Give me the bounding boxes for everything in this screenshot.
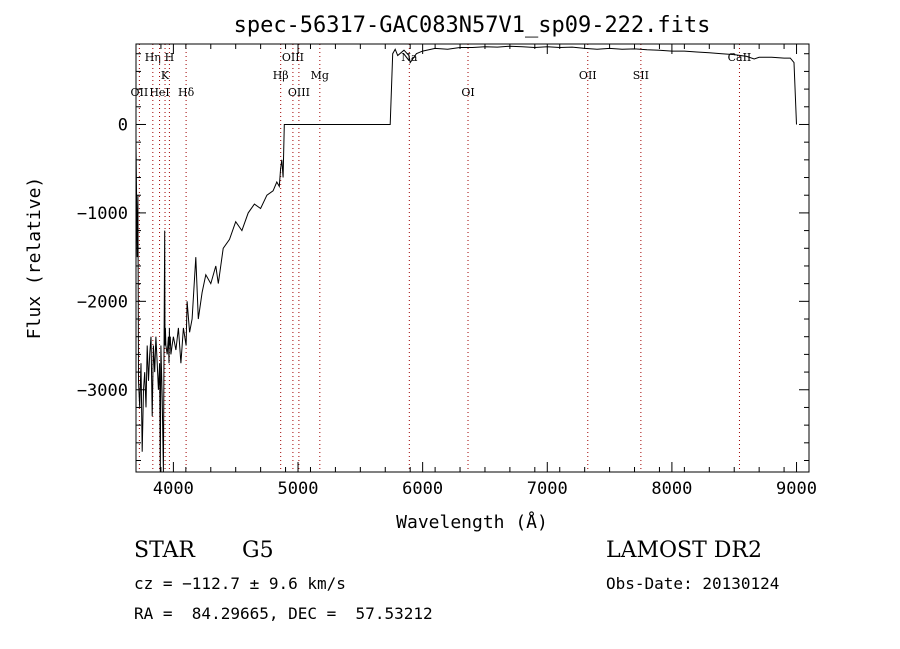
y-tick-label: −3000	[77, 381, 128, 401]
survey-name: LAMOST DR2	[606, 538, 762, 563]
spectral-line-label: OIII	[282, 51, 304, 64]
spectral-line-label: Hβ	[273, 69, 289, 82]
x-tick-label: 5000	[278, 479, 319, 499]
chart-title: spec-56317-GAC083N57V1_sp09-222.fits	[234, 13, 711, 38]
spectral-line-label: Mg	[311, 69, 329, 82]
x-tick-label: 9000	[776, 479, 817, 499]
coordinates: RA = 84.29665, DEC = 57.53212	[134, 604, 433, 623]
spectral-line-label: OI	[461, 86, 474, 99]
spectral-line-label: HeI	[149, 86, 169, 99]
y-tick-label: −2000	[77, 292, 128, 312]
spectral-line-label: OII	[579, 69, 597, 82]
y-axis-label: Flux (relative)	[24, 177, 45, 340]
spectral-line-label: Hδ	[178, 86, 195, 99]
observation-date: Obs-Date: 20130124	[606, 574, 780, 593]
axis-ticks: 4000 5000 6000 7000 8000 9000 0 −1000 −2000 −3000	[77, 44, 817, 499]
spectral-line-label: OIII	[288, 86, 310, 99]
x-tick-label: 8000	[651, 479, 692, 499]
object-subclass: G5	[242, 538, 274, 563]
object-class: STAR	[134, 538, 195, 563]
redshift-cz: cz = −112.7 ± 9.6 km/s	[134, 574, 346, 593]
x-axis-label: Wavelength (Å)	[396, 511, 548, 533]
y-tick-label: 0	[118, 115, 128, 135]
spectral-line-label: OII	[131, 86, 149, 99]
spectral-line-label: K	[161, 69, 170, 82]
x-tick-label: 4000	[153, 479, 194, 499]
y-tick-label: −1000	[77, 204, 128, 224]
spectrum-line	[135, 45, 797, 473]
plot-frame	[135, 43, 810, 473]
spectral-line-label: SII	[633, 69, 649, 82]
x-tick-label: 6000	[402, 479, 443, 499]
spectral-line-label: CaII	[728, 51, 752, 64]
x-tick-label: 7000	[527, 479, 568, 499]
spectral-line-label: H	[165, 51, 175, 64]
spectral-line-label: Hη	[145, 51, 161, 64]
